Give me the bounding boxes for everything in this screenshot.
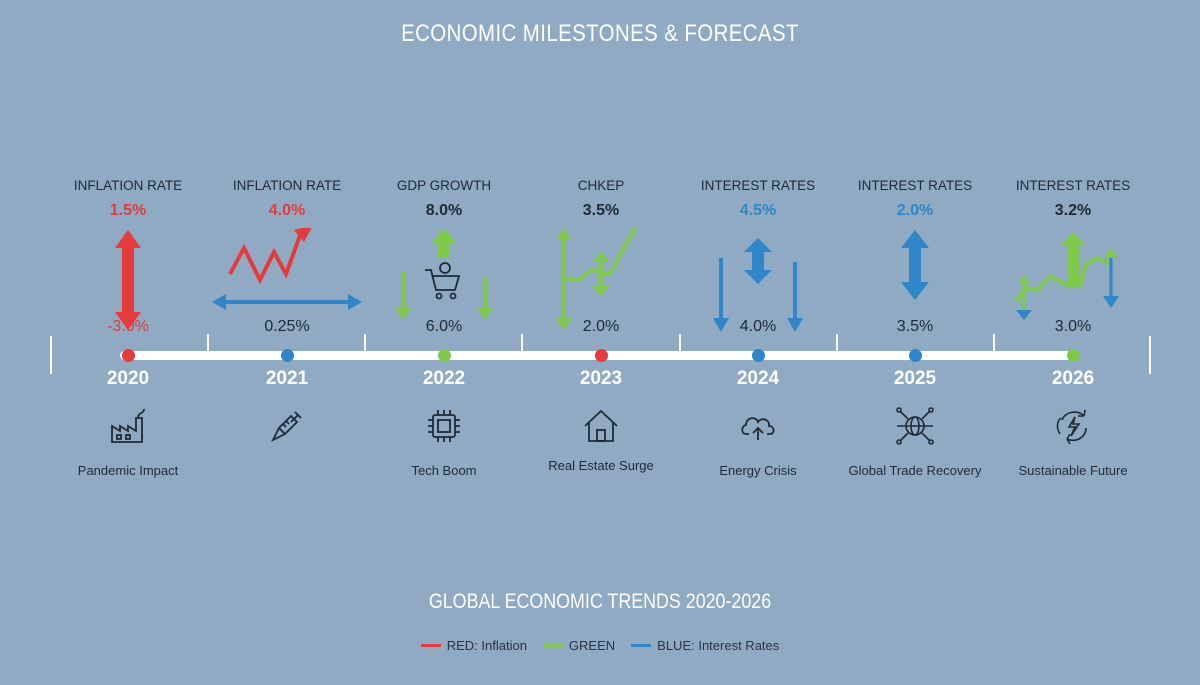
timeline-divider: [836, 334, 838, 352]
legend: RED: Inflation GREEN BLUE: Interest Rate…: [0, 638, 1200, 653]
legend-item-green: GREEN: [542, 638, 616, 653]
timeline-divider: [207, 334, 209, 352]
event-label: Pandemic Impact: [77, 463, 179, 478]
year-label: 2021: [265, 368, 309, 389]
year-label: 2025: [893, 368, 937, 389]
legend-label: BLUE: Interest Rates: [657, 638, 780, 653]
double-arrow-icon: [115, 230, 141, 330]
market-arrows-icon: [556, 228, 638, 330]
timeline-divider: [679, 334, 681, 352]
house-icon: [584, 409, 618, 442]
value-top: 4.5%: [739, 202, 777, 219]
syringe-icon: [270, 411, 302, 443]
year-label: 2020: [106, 368, 150, 389]
value-top: 3.5%: [582, 202, 620, 219]
page-title: ECONOMIC MILESTONES & FORECAST: [401, 20, 799, 47]
value-top: 4.0%: [268, 202, 306, 219]
legend-item-blue: BLUE: Interest Rates: [631, 638, 779, 653]
trend-line-icon: [212, 228, 362, 310]
metric-label: INTEREST RATES: [700, 178, 816, 193]
chip-icon: [428, 410, 460, 442]
metric-label: GDP GROWTH: [396, 178, 492, 193]
value-bottom: 3.0%: [1054, 318, 1092, 335]
metric-label: INTEREST RATES: [857, 178, 973, 193]
legend-swatch: [631, 644, 652, 647]
timeline-dot-2020: [121, 349, 135, 362]
value-top: 8.0%: [425, 202, 463, 219]
year-label: 2026: [1051, 368, 1095, 389]
metric-label: CHKEP: [577, 178, 625, 193]
metric-label: INTEREST RATES: [1015, 178, 1131, 193]
legend-swatch: [420, 644, 441, 647]
footer-title: GLOBAL ECONOMIC TRENDS 2020-2026: [428, 590, 772, 613]
metric-label: INFLATION RATE: [232, 178, 342, 193]
cloud-upload-icon: [741, 417, 775, 440]
growth-arrows-icon: [395, 228, 493, 320]
value-top: 3.2%: [1054, 202, 1092, 219]
double-arrow-icon: [901, 230, 929, 300]
event-label: Sustainable Future: [1018, 463, 1128, 478]
forecast-arrows-icon: [1014, 232, 1119, 320]
value-top: 2.0%: [896, 202, 934, 219]
event-label: Energy Crisis: [719, 463, 797, 478]
timeline-end-tick: [50, 336, 52, 374]
legend-swatch: [542, 644, 563, 647]
timeline-dot-2026: [1066, 349, 1080, 362]
factory-icon: [111, 408, 145, 443]
timeline-dot-2021: [280, 349, 294, 362]
event-label: Tech Boom: [411, 463, 477, 478]
timeline-dot-2022: [437, 349, 451, 362]
timeline-dot-2024: [751, 349, 765, 362]
timeline-divider: [993, 334, 995, 352]
timeline-divider: [521, 334, 523, 352]
legend-label: RED: Inflation: [446, 638, 527, 653]
value-bottom: 0.25%: [264, 318, 310, 335]
year-label: 2022: [422, 368, 466, 389]
timeline-dot-2025: [908, 349, 922, 362]
event-label: Global Trade Recovery: [848, 463, 982, 478]
timeline-dot-2023: [594, 349, 608, 362]
value-bottom: 3.5%: [896, 318, 934, 335]
metric-label: INFLATION RATE: [73, 178, 183, 193]
value-bottom: -3.0%: [107, 318, 149, 335]
globe-network-icon: [896, 407, 934, 445]
value-bottom: 6.0%: [425, 318, 463, 335]
value-bottom: 2.0%: [582, 318, 620, 335]
timeline-end-tick: [1149, 336, 1151, 374]
event-label: Real Estate Surge: [548, 458, 654, 473]
legend-label: GREEN: [568, 638, 616, 653]
value-bottom: 4.0%: [739, 318, 777, 335]
timeline-divider: [364, 334, 366, 352]
legend-item-red: RED: Inflation: [420, 638, 527, 653]
year-label: 2023: [579, 368, 623, 389]
year-label: 2024: [736, 368, 780, 389]
value-top: 1.5%: [109, 202, 147, 219]
recycle-energy-icon: [1056, 409, 1087, 445]
rate-arrows-icon: [713, 238, 803, 332]
